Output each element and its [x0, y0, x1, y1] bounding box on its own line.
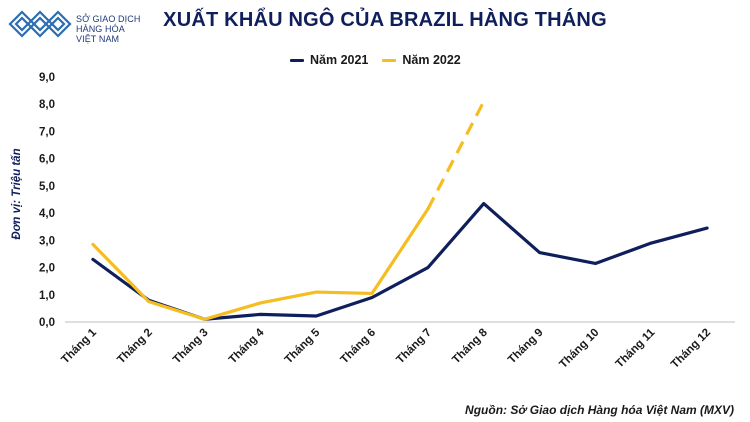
legend: Năm 2021 Năm 2022 — [290, 52, 475, 68]
x-tick-label: Tháng 9 — [506, 327, 546, 367]
logo: SỞ GIAO DỊCH HÀNG HÓA VIỆT NAM — [6, 6, 156, 44]
x-tick-label: Tháng 5 — [283, 326, 323, 366]
y-tick-label: 0,0 — [39, 317, 55, 329]
legend-item-2021: Năm 2021 — [290, 53, 368, 67]
x-tick-label: Tháng 3 — [171, 327, 211, 367]
y-tick-label: 4,0 — [39, 208, 55, 220]
y-tick-label: 6,0 — [39, 154, 55, 166]
source-note: Nguồn: Sở Giao dịch Hàng hóa Việt Nam (M… — [465, 403, 734, 417]
y-tick-label: 3,0 — [39, 235, 55, 247]
legend-item-2022: Năm 2022 — [382, 53, 461, 67]
x-tick-label: Tháng 2 — [115, 327, 155, 367]
x-tick-label: Tháng 12 — [669, 327, 713, 371]
y-tick-label: 9,0 — [39, 72, 55, 84]
x-tick-label: Tháng 11 — [614, 326, 658, 370]
logo-text: SỞ GIAO DỊCH HÀNG HÓA VIỆT NAM — [76, 14, 140, 44]
logo-mark-icon — [8, 10, 72, 38]
x-tick-label: Tháng 1 — [59, 326, 99, 366]
y-tick-label: 7,0 — [39, 126, 55, 138]
x-tick-label: Tháng 10 — [557, 327, 601, 371]
x-tick-label: Tháng 4 — [227, 326, 267, 366]
logo-line-3: VIỆT NAM — [76, 34, 120, 44]
y-tick-label: 8,0 — [39, 99, 55, 111]
logo-line-2: HÀNG HÓA — [76, 24, 125, 34]
legend-swatch-2022 — [382, 58, 397, 62]
x-tick-label: Tháng 7 — [394, 327, 434, 367]
series-line-dashed-2022 — [426, 100, 486, 210]
legend-swatch-2021 — [290, 58, 304, 62]
y-tick-label: 1,0 — [39, 290, 55, 302]
series-line-2021 — [91, 201, 709, 321]
chart-title: XUẤT KHẨU NGÔ CỦA BRAZIL HÀNG THÁNG — [163, 9, 607, 31]
logo-line-1: SỞ GIAO DỊCH — [76, 14, 141, 24]
x-tick-label: Tháng 8 — [450, 326, 490, 366]
y-tick-label: 2,0 — [39, 263, 55, 275]
y-tick-label: 5,0 — [39, 181, 55, 193]
legend-label-2022: Năm 2022 — [402, 53, 461, 67]
legend-label-2021: Năm 2021 — [310, 53, 369, 67]
series-line-2022 — [91, 207, 430, 321]
x-tick-label: Tháng 6 — [339, 327, 379, 367]
